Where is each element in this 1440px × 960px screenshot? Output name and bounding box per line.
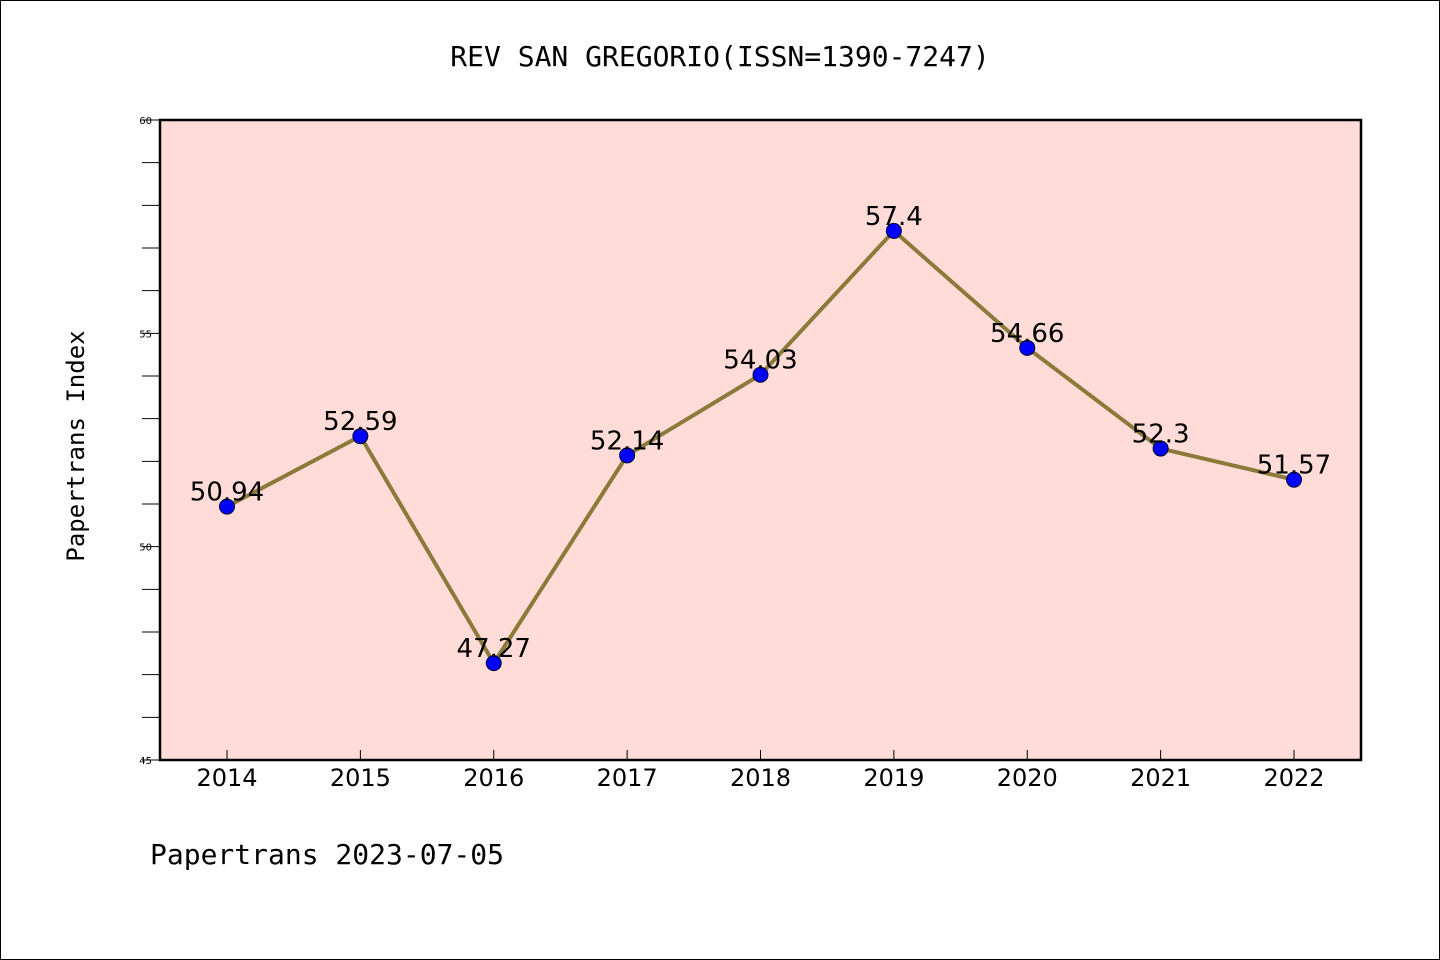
- x-tick-label: 2014: [196, 764, 257, 792]
- data-label: 52.3: [1132, 420, 1190, 450]
- y-tick-label: 60: [139, 116, 152, 127]
- x-tick-label: 2019: [863, 764, 924, 792]
- chart-title: REV SAN GREGORIO(ISSN=1390-7247): [450, 40, 989, 73]
- x-tick-label: 2018: [730, 764, 791, 792]
- data-label: 51.57: [1257, 451, 1331, 481]
- data-point: [485, 655, 502, 672]
- data-label: 54.03: [723, 346, 797, 376]
- data-point: [219, 498, 235, 515]
- series-group: 50.94 52.59 47.27 52.14 54.03 57.4 54.66 52.3 51…: [190, 202, 1331, 672]
- data-point: [885, 222, 902, 239]
- x-axis-ticks: 2014 2015 2016 2017 2018 2019 2020 2021 2022: [196, 750, 1325, 792]
- x-tick-label: 2022: [1263, 764, 1324, 792]
- y-tick-label: 45: [139, 756, 152, 767]
- data-point: [752, 366, 769, 383]
- data-label: 47.27: [457, 634, 531, 664]
- y-axis-label: Papertrans Index: [62, 330, 90, 561]
- data-point: [1019, 339, 1036, 356]
- footer-text: Papertrans 2023-07-05: [150, 838, 504, 871]
- data-point: [1286, 471, 1302, 488]
- x-tick-label: 2021: [1130, 764, 1191, 792]
- data-point: [619, 447, 636, 464]
- x-tick-label: 2017: [597, 764, 658, 792]
- data-label: 54.66: [990, 319, 1064, 349]
- x-tick-label: 2020: [997, 764, 1058, 792]
- y-tick-label: 55: [139, 329, 152, 340]
- data-point: [352, 428, 369, 445]
- data-label: 52.14: [590, 426, 664, 456]
- data-point: [1152, 440, 1169, 457]
- y-axis-ticks: 45 50 55 60: [139, 116, 160, 767]
- y-tick-label: 50: [139, 543, 152, 554]
- data-label: 52.59: [323, 407, 397, 437]
- x-tick-label: 2016: [463, 764, 524, 792]
- data-label: 50.94: [190, 478, 264, 508]
- x-tick-label: 2015: [330, 764, 391, 792]
- data-label: 57.4: [865, 202, 923, 232]
